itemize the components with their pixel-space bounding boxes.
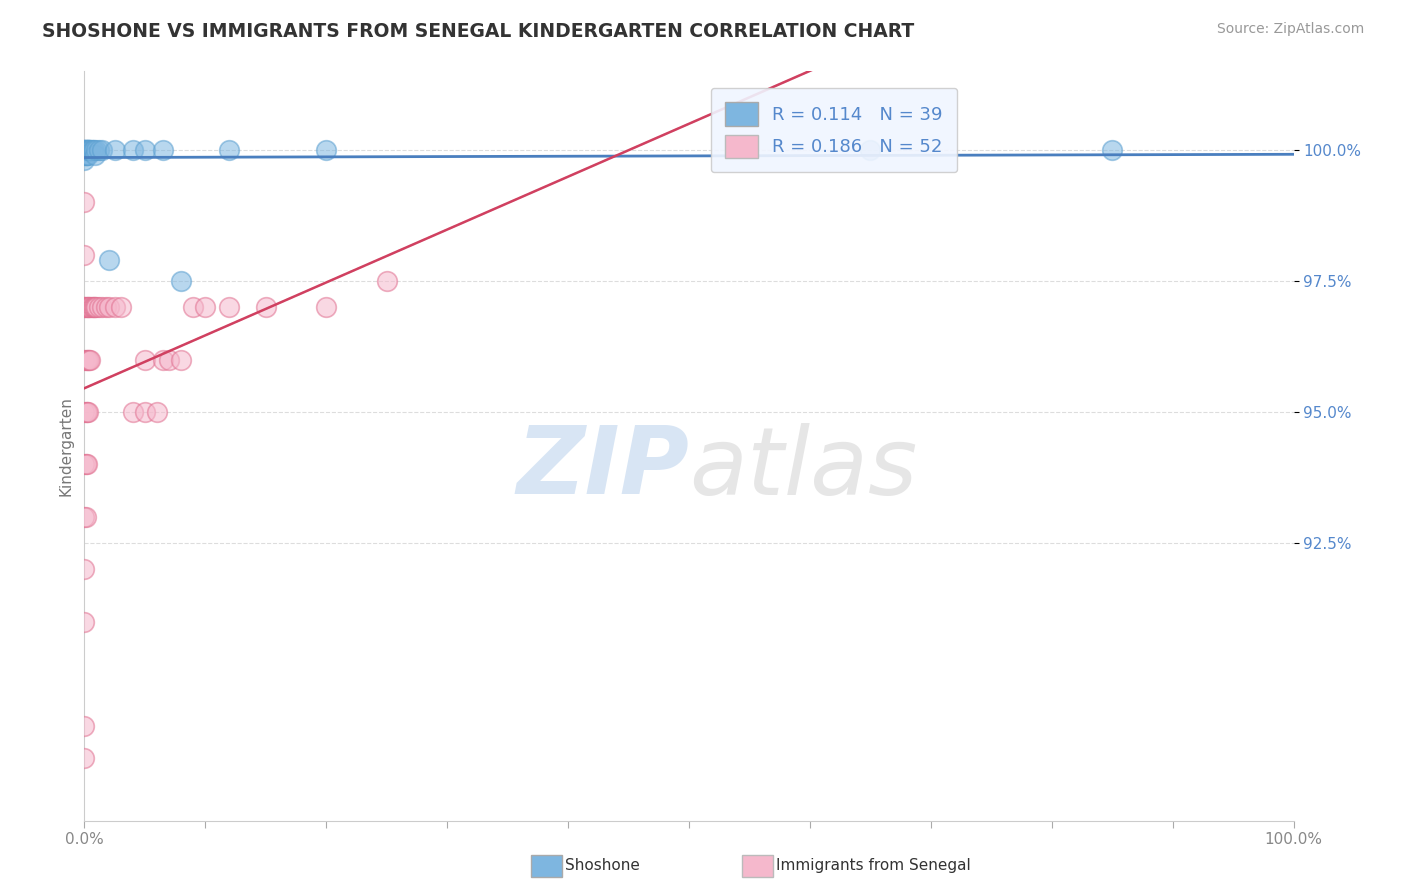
Point	[73, 248, 96, 262]
Point	[73, 143, 96, 157]
Point	[73, 143, 96, 157]
Point	[73, 300, 96, 314]
Point	[254, 300, 277, 314]
Point	[121, 405, 143, 419]
Point	[75, 458, 97, 472]
Point	[83, 143, 105, 157]
Point	[73, 143, 96, 157]
Point	[73, 352, 96, 367]
Point	[80, 300, 103, 314]
Text: ZIP: ZIP	[516, 423, 689, 515]
Point	[77, 352, 100, 367]
Point	[75, 405, 97, 419]
Point	[86, 143, 108, 157]
Point	[76, 300, 98, 314]
Point	[79, 143, 101, 157]
Point	[97, 300, 120, 314]
Point	[375, 274, 398, 288]
Text: Immigrants from Senegal: Immigrants from Senegal	[776, 858, 972, 872]
Point	[76, 458, 98, 472]
Point	[170, 274, 193, 288]
Point	[104, 300, 127, 314]
Point	[97, 252, 120, 267]
Text: Source: ZipAtlas.com: Source: ZipAtlas.com	[1216, 22, 1364, 37]
Point	[80, 143, 103, 157]
Point	[170, 352, 193, 367]
Point	[75, 352, 97, 367]
Point	[76, 143, 98, 157]
Point	[84, 148, 107, 162]
Point	[91, 143, 114, 157]
Point	[194, 300, 217, 314]
Point	[73, 405, 96, 419]
Point	[75, 143, 97, 157]
Point	[79, 143, 101, 157]
Point	[146, 405, 169, 419]
Point	[73, 143, 96, 157]
Point	[73, 148, 96, 162]
Point	[76, 405, 98, 419]
Point	[77, 300, 100, 314]
Point	[73, 719, 96, 733]
Point	[77, 143, 100, 157]
Point	[134, 352, 156, 367]
Point	[121, 143, 143, 157]
Point	[84, 300, 107, 314]
Point	[181, 300, 204, 314]
Point	[218, 143, 240, 157]
Point	[77, 143, 100, 157]
Point	[76, 143, 98, 157]
Point	[83, 300, 105, 314]
Point	[152, 352, 174, 367]
Text: SHOSHONE VS IMMIGRANTS FROM SENEGAL KINDERGARTEN CORRELATION CHART: SHOSHONE VS IMMIGRANTS FROM SENEGAL KIND…	[42, 22, 914, 41]
Y-axis label: Kindergarten: Kindergarten	[58, 396, 73, 496]
Point	[79, 300, 101, 314]
Point	[87, 300, 110, 314]
Point	[73, 615, 96, 629]
Point	[75, 509, 97, 524]
Point	[75, 148, 97, 162]
Point	[75, 143, 97, 157]
Point	[77, 148, 100, 162]
Point	[73, 562, 96, 576]
Point	[77, 143, 100, 157]
Point	[73, 300, 96, 314]
Point	[77, 352, 100, 367]
Point	[134, 405, 156, 419]
Point	[75, 148, 97, 162]
Point	[110, 300, 132, 314]
Text: atlas: atlas	[689, 423, 917, 514]
Text: Shoshone: Shoshone	[565, 858, 640, 872]
Point	[79, 352, 101, 367]
Point	[73, 751, 96, 765]
Point	[91, 300, 114, 314]
Point	[315, 143, 337, 157]
Point	[157, 352, 180, 367]
Point	[315, 300, 337, 314]
Point	[859, 143, 882, 157]
Point	[152, 143, 174, 157]
Point	[76, 352, 98, 367]
Point	[75, 143, 97, 157]
Point	[86, 300, 108, 314]
Point	[104, 143, 127, 157]
Point	[73, 148, 96, 162]
Point	[77, 405, 100, 419]
Point	[76, 148, 98, 162]
Point	[94, 300, 117, 314]
Point	[134, 143, 156, 157]
Point	[87, 143, 110, 157]
Point	[73, 153, 96, 168]
Legend: R = 0.114   N = 39, R = 0.186   N = 52: R = 0.114 N = 39, R = 0.186 N = 52	[711, 88, 957, 172]
Point	[77, 143, 100, 157]
Point	[1101, 143, 1123, 157]
Point	[218, 300, 240, 314]
Point	[75, 300, 97, 314]
Point	[73, 509, 96, 524]
Point	[82, 300, 104, 314]
Point	[73, 195, 96, 210]
Point	[77, 300, 100, 314]
Point	[73, 458, 96, 472]
Point	[82, 143, 104, 157]
